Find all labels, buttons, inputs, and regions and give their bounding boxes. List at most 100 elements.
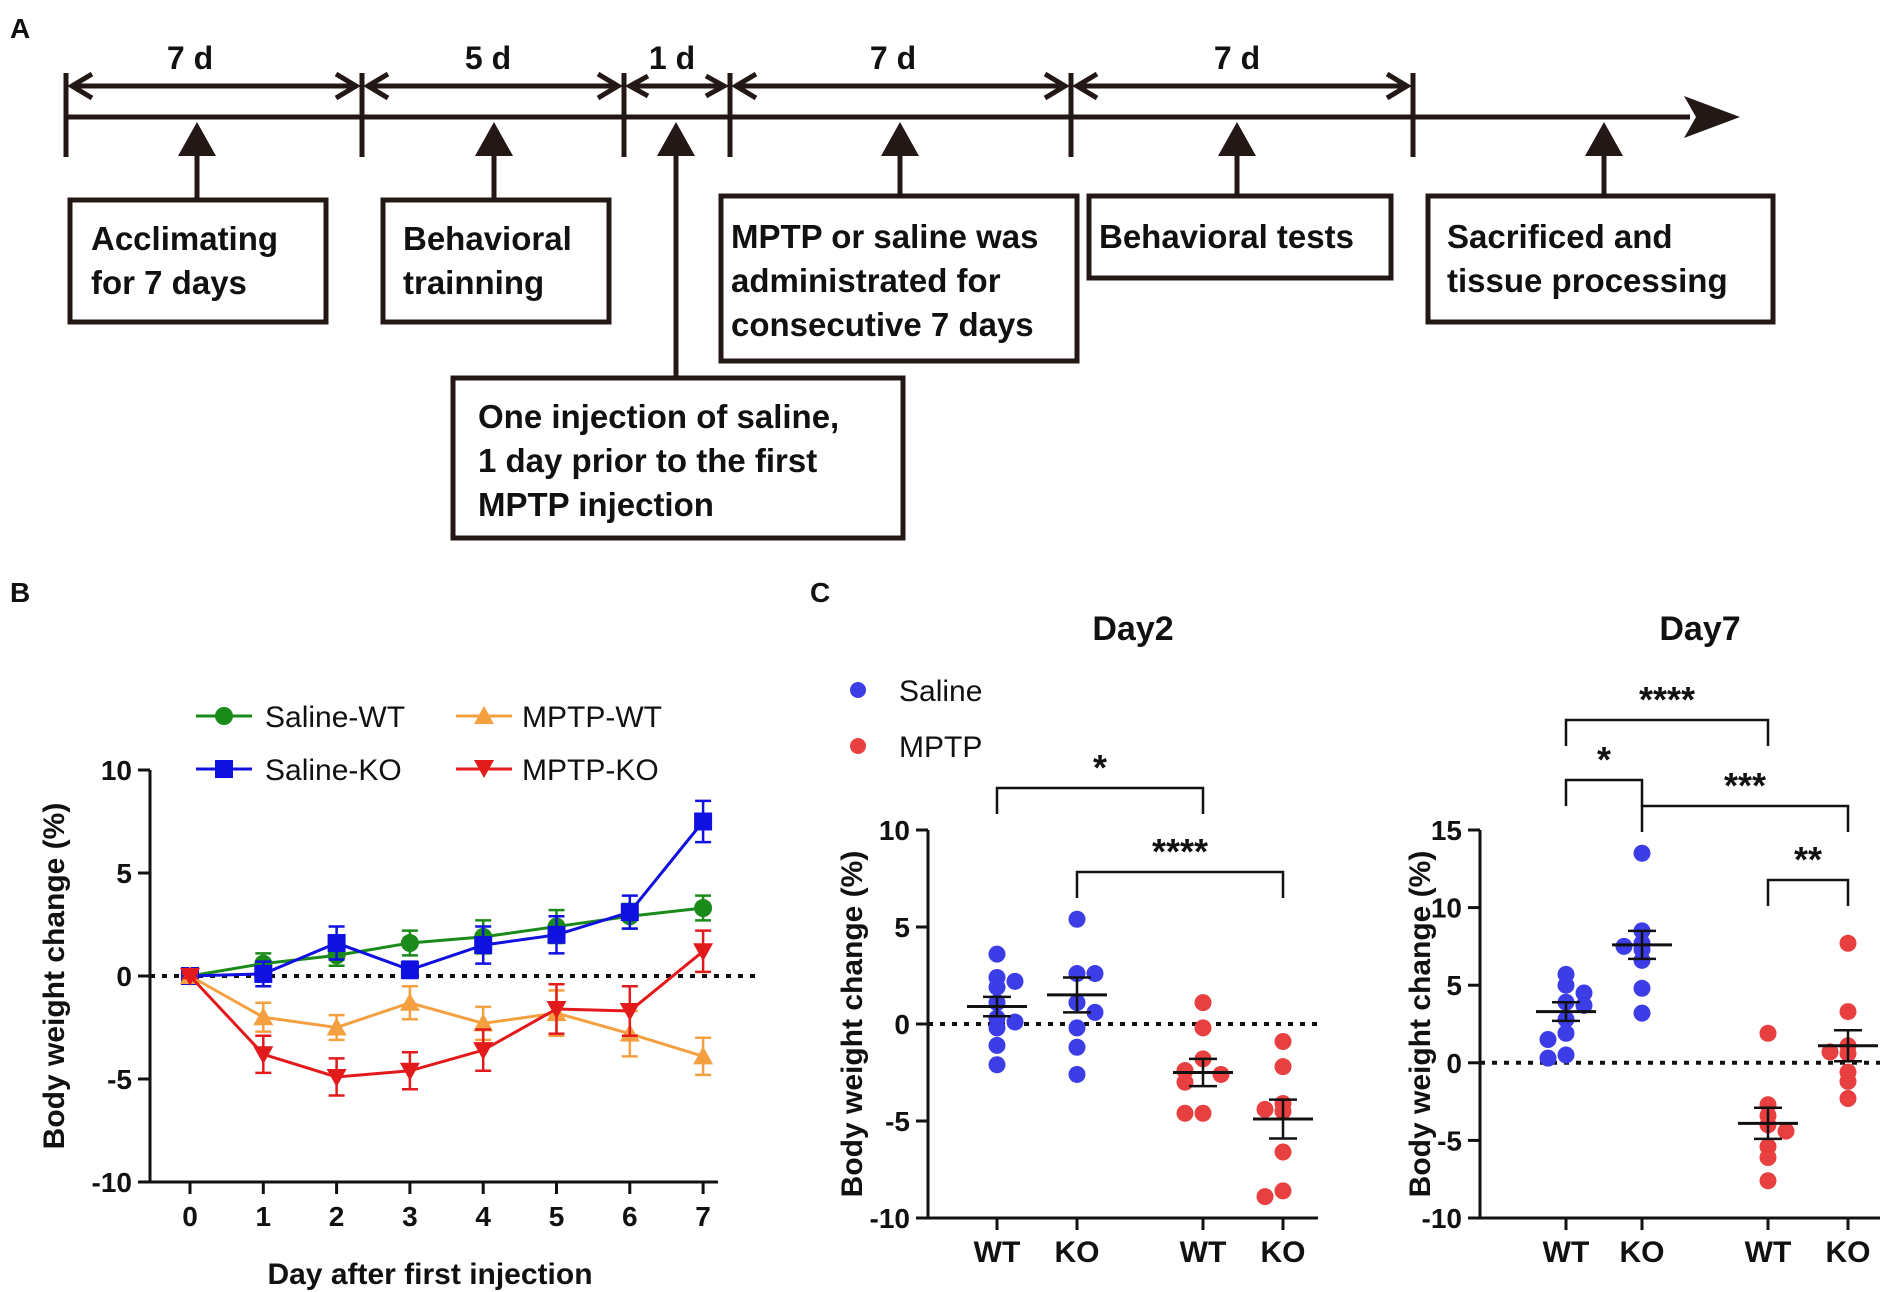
x-tick-label: WT: [1745, 1236, 1792, 1269]
y-tick-label: -5: [107, 1064, 132, 1095]
legend-item-saline-ko: Saline-KO: [196, 754, 402, 787]
data-point: [1068, 1019, 1086, 1037]
data-point: [1557, 976, 1575, 994]
step-text: Behavioral: [403, 220, 572, 257]
legend-item-mptp-ko: MPTP-KO: [456, 754, 659, 787]
line-chart-legend: Saline-WT Saline-KO MPTP-WT MPTP-KO: [196, 701, 662, 787]
data-point: [1839, 1072, 1857, 1090]
significance-bracket: [1564, 718, 1770, 746]
x-tick-label: WT: [1180, 1236, 1227, 1269]
x-tick-label: 6: [622, 1201, 638, 1232]
y-tick-label: 0: [116, 961, 132, 992]
chart-title: Day7: [1659, 610, 1740, 648]
x-tick-label: 0: [182, 1201, 198, 1232]
x-tick-label: 1: [256, 1201, 272, 1232]
data-point: [693, 1046, 714, 1065]
data-point: [399, 1062, 420, 1081]
data-point: [1256, 1100, 1274, 1118]
data-point: [1194, 994, 1212, 1012]
legend-item-saline: Saline: [850, 675, 982, 708]
data-point: [694, 899, 713, 918]
step-box: [450, 375, 906, 541]
data-point: [1633, 951, 1651, 969]
y-tick-label: 5: [116, 858, 132, 889]
step-box: [380, 197, 612, 325]
series-line: [189, 974, 704, 1058]
step-box: [1086, 193, 1394, 281]
data-point: [180, 968, 200, 986]
significance-bracket: [1640, 804, 1850, 832]
y-tick-label: 10: [879, 815, 910, 846]
step-box: [1425, 193, 1776, 325]
data-point: [1256, 1188, 1274, 1206]
x-tick-label: WT: [974, 1236, 1021, 1269]
significance-bracket: [1766, 878, 1850, 906]
data-point: [988, 1036, 1006, 1054]
duration-label: 1 d: [649, 40, 695, 76]
step-text: MPTP or saline was: [731, 218, 1039, 255]
y-axis-title: Body weight change (%): [1404, 851, 1437, 1198]
duration-label: 5 d: [465, 40, 511, 76]
legend-label: MPTP-KO: [522, 754, 659, 787]
series-line: [189, 820, 705, 978]
legend-label: Saline-KO: [265, 754, 402, 787]
data-point: [253, 1007, 274, 1026]
step-text: Acclimating: [91, 220, 278, 257]
data-point: [1557, 1046, 1575, 1064]
data-point: [1086, 1003, 1104, 1021]
series-line: [188, 950, 705, 1079]
data-point: [1194, 1019, 1212, 1037]
legend-label: MPTP-WT: [522, 701, 662, 734]
data-point: [1575, 984, 1593, 1002]
duration-arrow: [67, 71, 361, 101]
y-tick-label: -5: [1437, 1125, 1462, 1156]
legend-item-mptp: MPTP: [850, 731, 982, 764]
step-text: consecutive 7 days: [731, 306, 1034, 343]
data-point: [1759, 1172, 1777, 1190]
data-point: [400, 960, 419, 979]
data-point: [474, 936, 493, 955]
data-point: [1557, 1024, 1575, 1042]
data-point: [619, 1003, 640, 1022]
y-tick-label: 5: [1446, 970, 1462, 1001]
x-tick-label: 4: [475, 1201, 491, 1232]
y-tick-label: 0: [894, 1009, 910, 1040]
series-line: [189, 906, 704, 978]
duration-label: 7 d: [1214, 40, 1260, 76]
legend-label: Saline: [899, 675, 982, 708]
significance-label: ***: [1724, 765, 1766, 806]
data-point: [1633, 1004, 1651, 1022]
data-point: [1006, 972, 1024, 990]
y-tick-label: -10: [1422, 1203, 1462, 1234]
data-point: [694, 812, 713, 831]
x-tick-label: 2: [329, 1201, 345, 1232]
data-point: [1759, 1024, 1777, 1042]
legend-item-saline-wt: Saline-WT: [196, 701, 405, 734]
duration-label: 7 d: [870, 40, 916, 76]
step-text: Behavioral tests: [1099, 218, 1354, 255]
step-text: 1 day prior to the first: [478, 442, 817, 479]
data-point: [988, 1056, 1006, 1074]
data-point: [1777, 1122, 1795, 1140]
x-tick-label: KO: [1620, 1236, 1665, 1269]
data-point: [1839, 934, 1857, 952]
data-point: [253, 1046, 274, 1065]
data-point: [326, 1068, 347, 1087]
duration-arrow: [1072, 71, 1412, 101]
data-point: [1274, 1143, 1292, 1161]
data-point: [1633, 844, 1651, 862]
significance-label: ****: [1152, 831, 1208, 872]
y-tick-label: 10: [101, 755, 132, 786]
data-point: [1839, 1003, 1857, 1021]
significance-bracket: [995, 786, 1205, 814]
step-text: One injection of saline,: [478, 398, 839, 435]
x-tick-label: 5: [549, 1201, 565, 1232]
data-point: [1068, 910, 1086, 928]
data-point: [1274, 1182, 1292, 1200]
data-point: [546, 1000, 567, 1019]
duration-arrow: [624, 73, 730, 99]
duration-arrow: [363, 71, 623, 101]
y-tick-label: -10: [870, 1203, 910, 1234]
significance-label: *: [1597, 739, 1611, 780]
data-point: [1759, 1148, 1777, 1166]
